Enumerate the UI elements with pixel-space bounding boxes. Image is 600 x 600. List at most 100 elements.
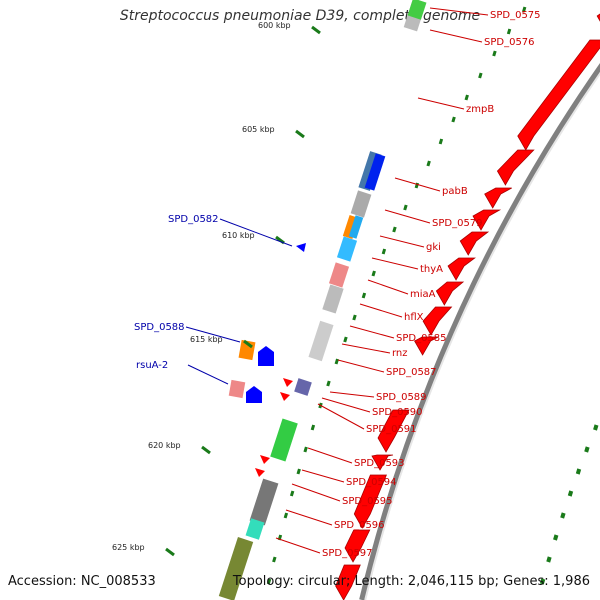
gene-label: SPD_0585 [396,333,447,344]
feature-box [245,518,265,540]
scale-tick-label: 615 kbp [190,335,223,344]
scale-tick-mark [165,547,175,557]
label-leader-line [359,303,403,318]
reverse-gene-arrow [246,386,262,403]
label-leader-line [337,359,385,373]
label-leader-line [185,326,241,343]
gc-skew-dot [451,116,456,123]
gene-label: SPD_0593 [354,458,405,469]
gene-label: gki [426,242,441,253]
feature-box [407,0,427,20]
scale-tick-label: 600 kbp [258,21,291,30]
gc-skew-dot [584,446,590,453]
gc-skew-dot [283,512,289,519]
feature-box [348,215,364,239]
gc-skew-dot [303,446,308,453]
gene-label: zmpB [466,104,494,115]
gene-label: rsuA-2 [136,360,168,371]
gene-label: SPD_0590 [372,407,423,418]
label-leader-line [187,364,229,385]
label-leader-line [367,279,409,295]
forward-gene-arrow [422,306,453,336]
label-leader-line [317,403,365,430]
gc-skew-dot [414,182,420,189]
label-leader-line [341,343,391,354]
feature-box [294,378,312,396]
feature-box [336,236,358,262]
gc-skew-dot [593,424,599,431]
gc-skew-dot [506,28,512,35]
feature-box [228,379,246,399]
gc-skew-dot [392,226,397,233]
forward-gene-arrow [353,474,387,529]
forward-gene-arrow [596,13,600,22]
gc-skew-dot [352,314,357,321]
gc-skew-dot [546,556,552,563]
backbone-highlight [364,71,600,600]
gene-label: SPD_0582 [168,214,219,225]
label-leader-line [321,397,371,413]
accession-text: Accession: NC_008533 [8,574,156,589]
forward-gene-arrow [414,336,439,356]
gc-skew-dot [361,292,367,299]
forward-gene-arrow [435,281,465,306]
genome-summary-text: Topology: circular; Length: 2,046,115 bp… [232,574,590,589]
forward-gene-arrow [459,231,490,256]
forward-gene-arrow [517,39,600,151]
small-gene-marker [255,468,265,477]
feature-box [350,190,372,218]
gc-skew-dot [343,336,348,343]
label-leader-line [384,209,431,224]
gene-label: SPD_0589 [376,392,427,403]
small-gene-marker [280,392,290,401]
backbone-arc [359,63,600,600]
label-leader-line [349,325,395,339]
gene-label: SPD_0575 [490,10,541,21]
feature-box [270,418,298,462]
gc-skew-dot [289,490,295,497]
forward-gene-arrow [496,149,535,186]
gc-skew-dot [521,6,527,13]
gene-label: SPD_0591 [366,424,417,435]
feature-box [364,153,386,191]
scale-tick-label: 625 kbp [112,543,145,552]
gene-label: thyA [420,264,443,275]
feature-box [218,537,254,600]
label-leader-line [307,447,353,464]
gene-label: SPD_0588 [134,322,185,333]
label-leader-line [379,235,425,248]
forward-gene-arrow [335,564,361,600]
gc-skew-dot [426,160,431,167]
label-leader-line [417,97,465,110]
label-leader-line [394,177,441,192]
small-gene-marker [260,455,270,464]
gene-label: SPD_0579 [432,218,483,229]
gc-skew-dot [464,94,469,101]
label-leader-line [219,218,293,247]
scale-tick-mark [201,445,211,455]
scale-tick-mark [295,129,305,139]
gc-skew-dot [438,138,444,145]
feature-box [249,478,279,526]
gc-skew-dot [334,358,339,365]
forward-gene-arrow [377,409,410,453]
label-leader-line [429,29,483,43]
gc-skew-dot [539,578,546,585]
scale-tick-mark [243,339,253,349]
label-leader-line [301,469,345,483]
gc-skew-dot [567,490,574,497]
gc-skew-dot [492,50,497,57]
label-leader-line [329,391,375,398]
forward-gene-arrow [344,529,371,563]
label-leader-line [285,509,333,526]
gc-skew-dot [403,204,408,211]
feature-box [328,262,350,288]
label-leader-line [291,483,341,502]
gene-label: SPD_0595 [342,496,393,507]
reverse-gene-arrow [296,243,306,252]
forward-gene-arrow [447,257,476,281]
gc-skew-dot [575,468,582,475]
scale-tick-label: 605 kbp [242,125,275,134]
gene-label: SPD_0596 [334,520,385,531]
gc-skew-dot [310,424,316,431]
